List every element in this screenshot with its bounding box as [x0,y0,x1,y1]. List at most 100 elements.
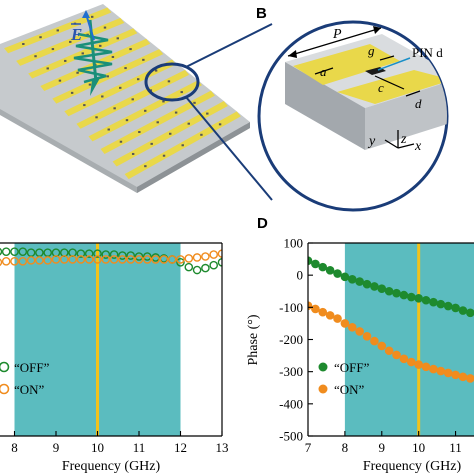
legend-on-d: “ON” [334,382,365,397]
data-point-off [362,279,372,289]
diode-gap [169,132,172,135]
diode-gap [76,71,79,74]
data-point-on [436,366,446,376]
data-point-on [68,255,77,264]
diode-gap [180,91,183,94]
x-tick-label: 9 [379,440,386,455]
data-point-on [51,255,61,264]
data-point-off [0,247,3,256]
data-point-off [142,252,152,261]
x-tick-label: 11 [133,440,146,455]
data-point-on [0,258,3,267]
diode-gap [46,67,49,70]
data-point-off [458,306,468,315]
y-tick-label: 100 [284,236,304,251]
label-z: z [400,132,407,147]
data-point-on [142,255,152,264]
diode-gap [131,152,135,155]
diode-gap [64,59,67,62]
data-point-on [76,255,86,264]
data-point-on [466,374,474,383]
x-tick-label: 13 [216,440,229,455]
data-point-off [414,294,423,303]
data-point-on [43,256,53,265]
data-point-on [84,255,94,264]
x-tick-label: 10 [91,440,104,455]
data-point-on [176,255,185,264]
data-point-on [101,255,111,264]
data-point-on [384,346,394,356]
data-point-off [377,284,387,293]
x-tick-label: 8 [11,440,18,455]
diode-gap [83,104,86,107]
chart-d: 7 8 9 10 11 100 0 -100 -200 -300 -400 -500 Frequenc… [246,236,474,474]
diode-gap [156,121,159,124]
diode-gap [144,109,147,112]
diode-gap [70,91,74,94]
diode-gap [125,119,129,122]
diode-gap [218,123,222,126]
data-point-off [325,266,335,275]
x-axis-label-c: Frequency (GHz) [62,459,161,474]
diode-gap [138,131,141,134]
data-point-off [101,250,111,259]
label-g: g [368,43,375,58]
data-point-off [406,292,416,302]
data-point-off [340,272,350,282]
data-point-off [384,286,394,296]
diode-gap [162,100,165,103]
data-point-off [429,297,438,307]
diode-gap [167,80,171,83]
y-axis-label-d: Phase (°) [246,314,261,365]
diode-gap [149,89,153,92]
diode-gap [124,67,127,70]
diode-gap [174,111,178,114]
data-point-off [436,299,446,309]
diode-gap [69,40,72,43]
data-point-off [201,263,210,273]
data-point-off [76,249,86,258]
diode-gap [150,142,153,145]
data-point-off [443,301,453,311]
data-point-off [308,256,313,265]
diode-gap [119,86,122,89]
data-point-on [370,336,379,346]
panel-label-d: D [257,215,268,232]
diode-gap [90,15,94,18]
data-point-off [451,303,460,313]
diode-gap [39,36,42,39]
diode-gap [154,69,158,72]
data-point-off [109,250,119,259]
data-point-off [184,262,194,272]
data-point-off [370,282,379,291]
unit-cell-diagram: P a g c d PIN d z x y [257,20,449,212]
legend-off-d: “OFF” [334,360,370,375]
diode-gap [113,107,116,110]
x-tick-label: 11 [449,440,462,455]
data-point-on [201,252,210,261]
data-point-off [134,252,144,261]
data-point-on [118,255,127,264]
field-symbol: E [70,25,82,44]
diode-gap [81,52,84,55]
data-point-on [18,257,28,266]
data-point-off [421,295,431,305]
diode-gap [129,48,132,51]
data-point-on [1,257,11,266]
x-tick-label: 12 [174,440,187,455]
axes-icon: z x y [367,130,422,154]
data-point-off [466,308,474,318]
label-x: x [414,139,422,154]
data-point-on [35,256,44,265]
data-point-off [355,277,364,286]
x-axis-label-d: Frequency (GHz) [363,459,462,474]
data-point-on [377,341,387,351]
x-tick-label: 8 [342,440,349,455]
data-point-on [362,331,372,341]
data-point-on [109,255,119,264]
diode-gap [99,44,102,47]
y-tick-label: -500 [279,429,303,444]
y-tick-label: -100 [279,300,303,315]
data-point-on [10,257,19,266]
